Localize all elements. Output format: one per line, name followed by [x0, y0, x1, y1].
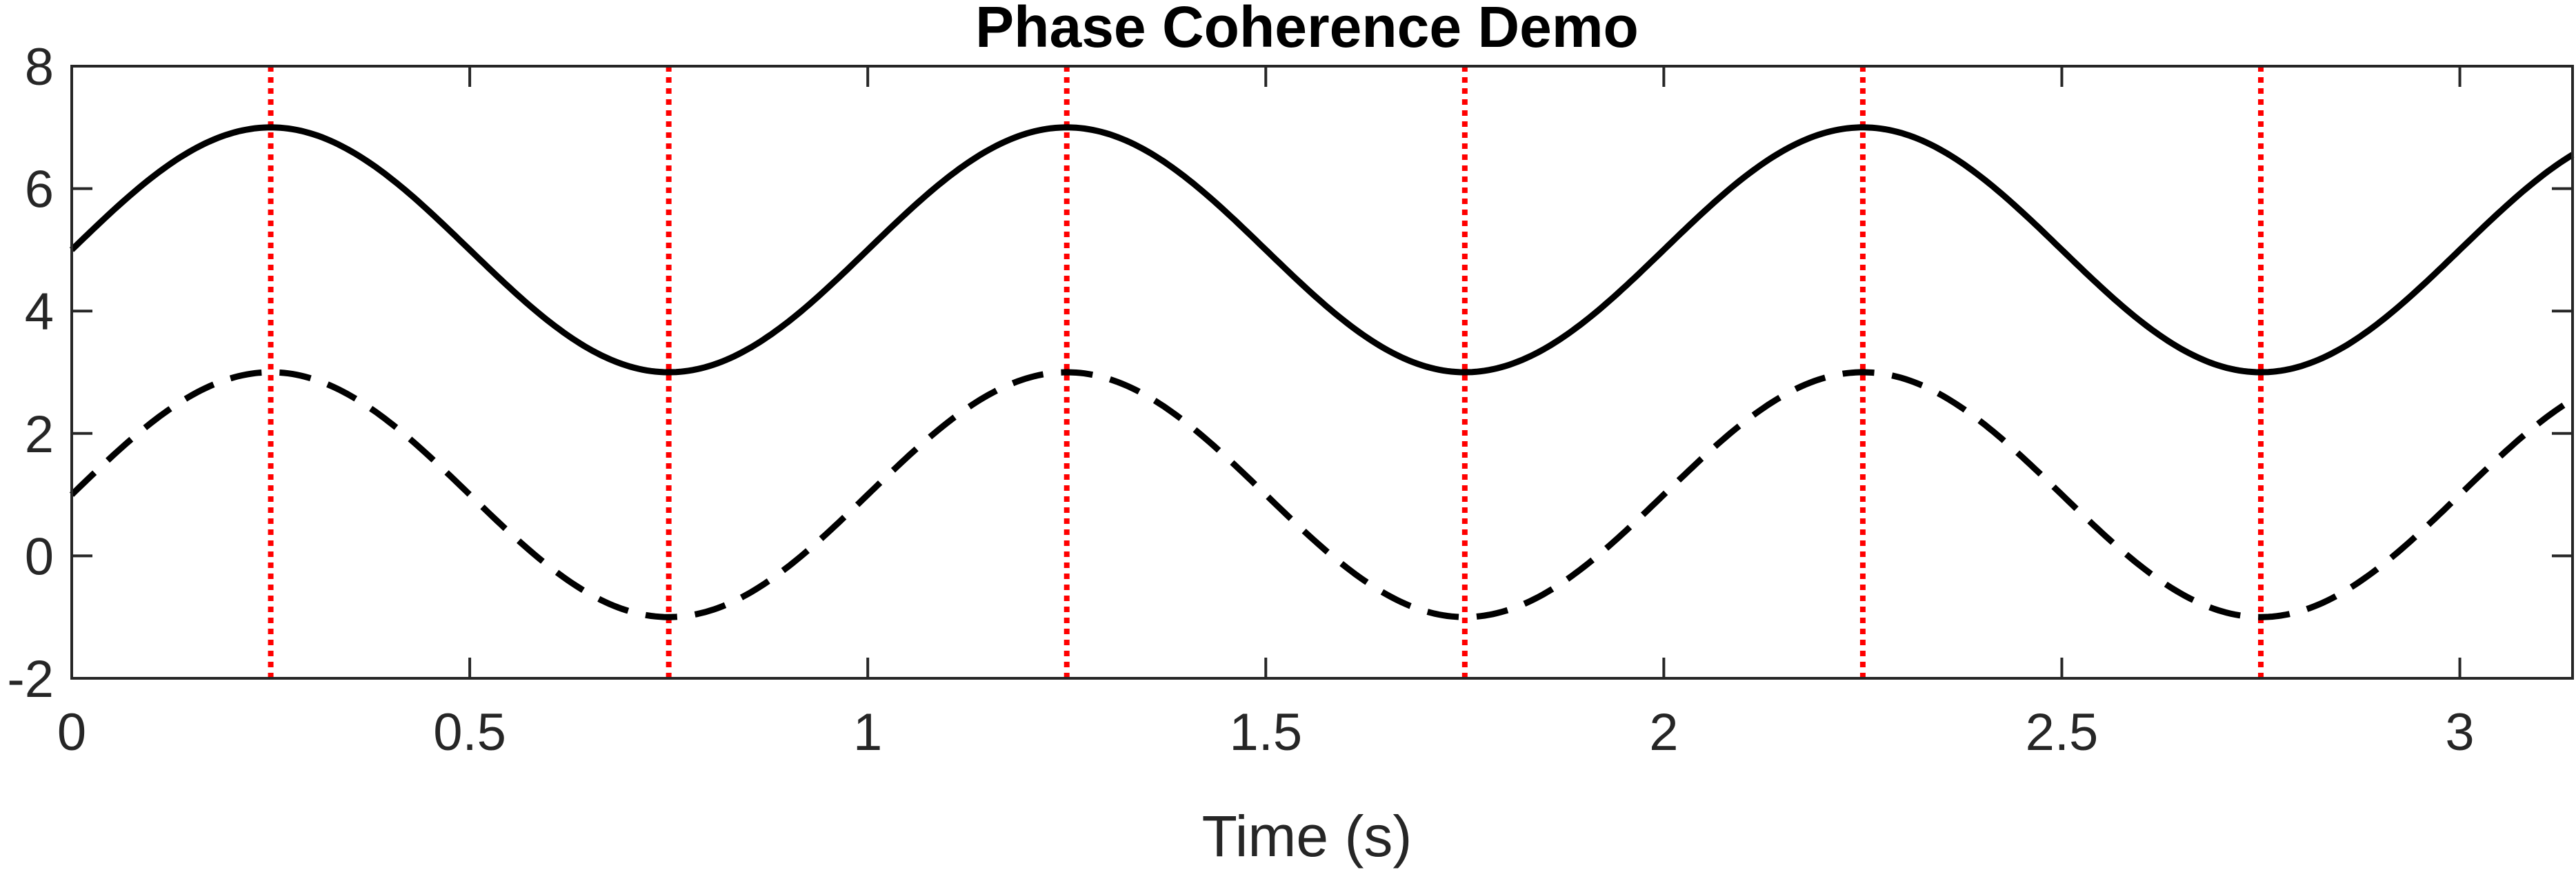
chart-title: Phase Coherence Demo — [975, 0, 1639, 59]
x-tick-label-3: 1.5 — [1229, 703, 1302, 762]
series-1-line — [69, 369, 2575, 620]
y-axis-ticks: -2 0 2 4 6 8 — [7, 38, 2573, 709]
y-tick-label-4: 6 — [25, 161, 54, 219]
axes-box — [70, 65, 2574, 680]
x-tick-label-2: 1 — [853, 703, 882, 762]
x-tick-label-6: 3 — [2445, 703, 2474, 762]
vertical-marker-lines — [268, 66, 2264, 678]
x-tick-label-5: 2.5 — [2026, 703, 2099, 762]
y-tick-label-1: 0 — [25, 527, 54, 586]
y-tick-label-2: 2 — [25, 405, 54, 464]
y-tick-label-3: 4 — [25, 283, 54, 341]
x-tick-label-0: 0 — [57, 703, 86, 762]
series-lines — [69, 124, 2575, 620]
series-0-line — [69, 124, 2575, 376]
y-tick-label-5: 8 — [25, 38, 54, 97]
y-tick-label-0: -2 — [7, 650, 54, 709]
x-tick-label-4: 2 — [1649, 703, 1678, 762]
x-axis-label: Time (s) — [1202, 804, 1412, 869]
x-tick-label-1: 0.5 — [433, 703, 506, 762]
x-axis-ticks: 0 0.5 1 1.5 2 2.5 3 — [57, 66, 2475, 762]
